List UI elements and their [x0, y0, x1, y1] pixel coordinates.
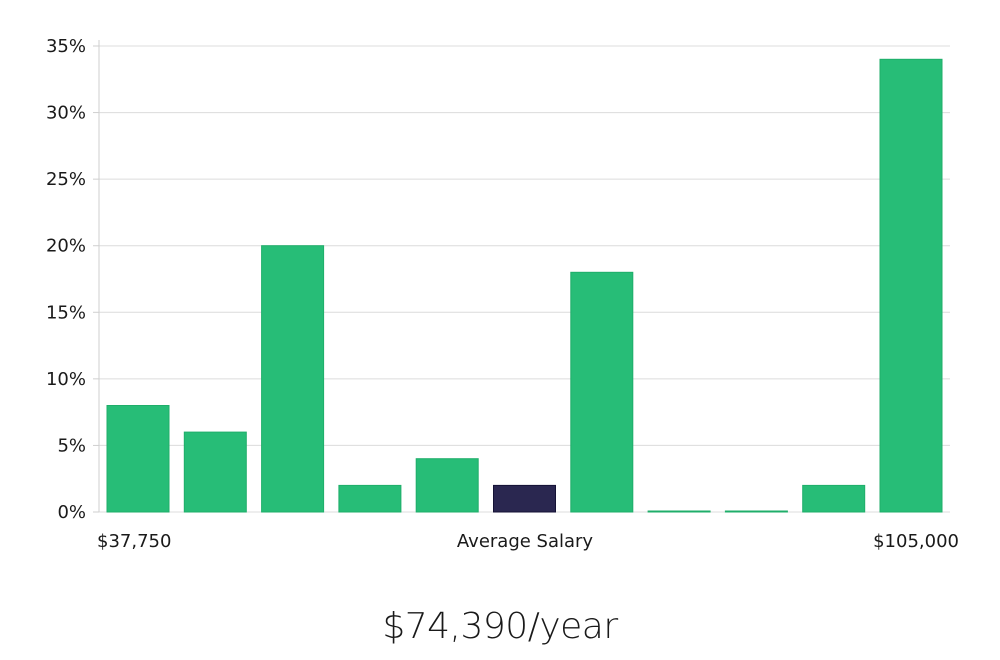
y-tick-label: 15%	[46, 302, 86, 323]
salary-distribution-chart: 0% 5% 10% 15% 20% 25% 30% 35% $37,750 Average S…	[46, 36, 959, 552]
average-salary-headline: $74,390/year	[382, 606, 618, 647]
bar	[415, 458, 479, 513]
bar	[879, 58, 943, 513]
bar-average-salary	[493, 484, 556, 513]
bar	[802, 484, 866, 513]
x-label-average: Average Salary	[457, 531, 594, 552]
y-tick-label: 25%	[46, 169, 86, 190]
y-tick-label: 30%	[46, 103, 86, 124]
bar	[724, 510, 788, 513]
y-tick-label: 10%	[46, 369, 86, 390]
bar	[261, 245, 325, 513]
y-axis-ticks: 0% 5% 10% 15% 20% 25% 30% 35%	[46, 36, 86, 523]
bar	[647, 510, 711, 513]
bar	[338, 484, 402, 513]
y-tick-label: 5%	[57, 435, 86, 456]
x-axis-labels: $37,750 Average Salary $105,000	[97, 531, 959, 552]
y-tick-label: 20%	[46, 236, 86, 257]
bar	[106, 405, 170, 513]
bar	[570, 271, 634, 513]
x-label-max: $105,000	[873, 531, 959, 552]
bars	[106, 58, 943, 513]
y-tick-label: 35%	[46, 36, 86, 57]
y-tick-label: 0%	[57, 502, 86, 523]
x-label-min: $37,750	[97, 531, 171, 552]
bar	[183, 431, 247, 513]
